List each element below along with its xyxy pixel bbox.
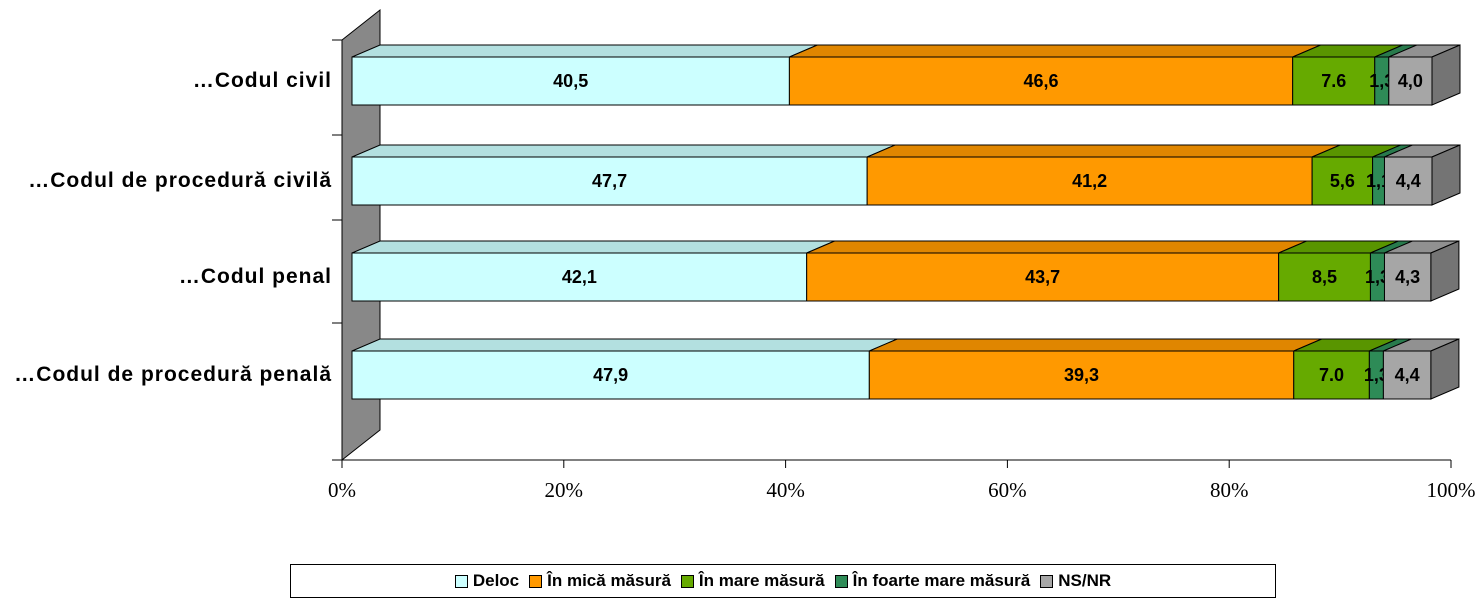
legend-text: NS/NR (1058, 571, 1112, 590)
bar-segment (1311, 156, 1374, 206)
bar-top-shade (869, 339, 1322, 351)
bar-side (1430, 240, 1460, 302)
data-label: 4,4 (1396, 171, 1421, 191)
bar-segment (351, 56, 790, 106)
bar-segment (806, 252, 1280, 302)
bar-segment (1388, 56, 1433, 106)
legend-text: În mare măsură (698, 571, 825, 590)
bar-side (1431, 44, 1461, 106)
legend-swatch (529, 574, 543, 588)
bar-top-shade (1369, 339, 1412, 351)
data-label: 4,3 (1395, 267, 1420, 287)
data-label: 7.6 (1321, 71, 1346, 91)
bar-top-shade (1278, 241, 1399, 253)
bar-top-shade (806, 241, 1307, 253)
legend-item: NS/NR (1040, 571, 1111, 591)
data-label: 47,7 (592, 171, 627, 191)
legend-item: În foarte mare măsură (834, 571, 1031, 591)
bar-segment (1383, 252, 1432, 302)
bar-top-shade (1370, 241, 1413, 253)
bar-top-shade (867, 145, 1341, 157)
data-label: 47,9 (593, 365, 628, 385)
category-label: …Codul de procedură penală (0, 363, 332, 387)
data-label: 39,3 (1064, 365, 1099, 385)
x-tick-label: 80% (1210, 478, 1249, 502)
data-label: 46,6 (1024, 71, 1059, 91)
x-tick-label: 60% (988, 478, 1027, 502)
bar-segment (1292, 56, 1376, 106)
data-label: 8,5 (1312, 267, 1337, 287)
x-tick-label: 0% (328, 478, 356, 502)
bar-top-shade (352, 339, 898, 351)
data-label: 1,3 (1369, 71, 1394, 91)
category-label: …Codul penal (0, 265, 332, 289)
bar-side (1431, 144, 1461, 206)
legend-item: În mare măsură (680, 571, 825, 591)
legend-text: Deloc (472, 571, 520, 590)
bar-top-shade (352, 45, 818, 57)
category-text: …Codul de procedură penală (14, 363, 332, 386)
data-label: 43,7 (1025, 267, 1060, 287)
bar-segment (1382, 350, 1432, 400)
bar-top-shade (1384, 241, 1459, 253)
data-label: 41,2 (1072, 171, 1107, 191)
bar-top-shade (1384, 145, 1460, 157)
bar-segment (868, 350, 1295, 400)
legend-swatch (454, 574, 468, 588)
bar-top-shade (1372, 145, 1413, 157)
bar-top-shade (1388, 45, 1460, 57)
data-label: 4,0 (1398, 71, 1423, 91)
data-label: 42,1 (562, 267, 597, 287)
legend-text: În mică măsură (547, 571, 671, 590)
bar-segment (351, 252, 808, 302)
category-label: …Codul civil (0, 69, 332, 93)
data-label: 40,5 (553, 71, 588, 91)
legend-swatch (834, 574, 848, 588)
bar-top-shade (352, 145, 896, 157)
bar-segment (351, 350, 870, 400)
legend-text: În foarte mare măsură (852, 571, 1031, 590)
data-label: 1,3 (1365, 267, 1390, 287)
legend-item: În mică măsură (529, 571, 671, 591)
bar-segment (1278, 252, 1371, 302)
bar-segment (1383, 156, 1433, 206)
bar-top-shade (1374, 45, 1417, 57)
category-text: …Codul penal (178, 265, 332, 288)
category-label: …Codul de procedură civilă (0, 169, 332, 193)
bar-segment (866, 156, 1313, 206)
x-tick-label: 20% (545, 478, 584, 502)
x-tick-label: 100% (1427, 478, 1476, 502)
data-label: 1,3 (1364, 365, 1389, 385)
category-text: …Codul civil (192, 69, 332, 92)
data-label: 5,6 (1330, 171, 1355, 191)
bar-side-shade (1430, 339, 1459, 399)
data-label: 4,4 (1395, 365, 1420, 385)
legend: Deloc În mică măsură În mare măsură În foar… (290, 564, 1276, 598)
x-tick-label: 40% (766, 478, 805, 502)
bar-top-shade (789, 45, 1321, 57)
legend-swatch (1040, 574, 1054, 588)
bar-side-shade (1430, 241, 1459, 301)
bar-side-shade (1432, 145, 1460, 205)
bar-top-shade (1293, 339, 1398, 351)
bar-top-shade (1292, 45, 1403, 57)
legend-item: Deloc (454, 571, 520, 591)
bar-segment (788, 56, 1294, 106)
category-text: …Codul de procedură civilă (28, 169, 332, 192)
legend-swatch (680, 574, 694, 588)
bar-top-shade (352, 241, 835, 253)
bar-side-shade (1432, 45, 1460, 105)
data-label: 7.0 (1319, 365, 1344, 385)
bar-side (1430, 338, 1460, 400)
bar-top-shade (1383, 339, 1459, 351)
